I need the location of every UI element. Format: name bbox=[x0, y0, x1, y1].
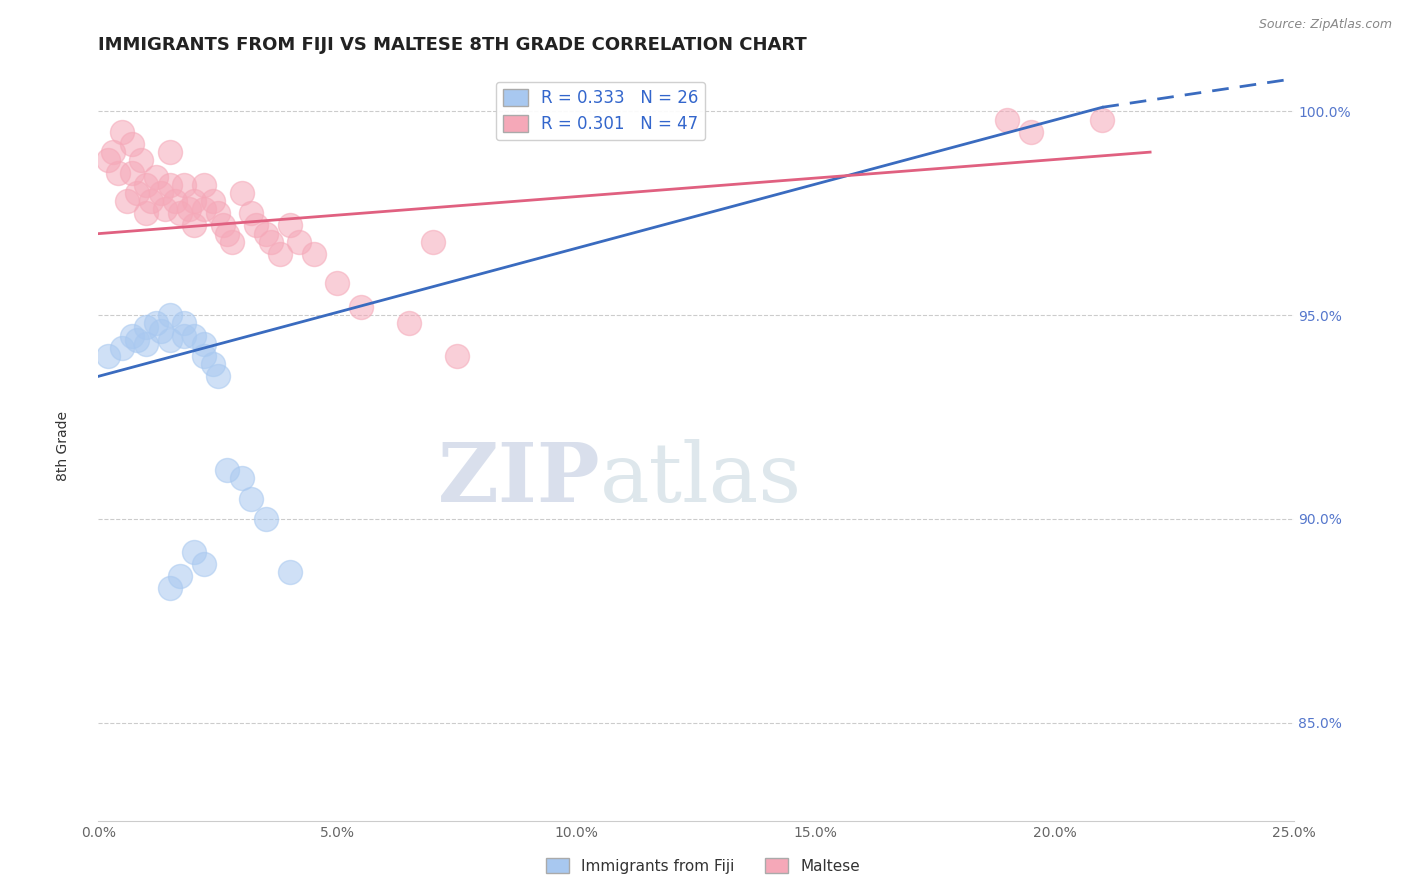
Point bbox=[149, 186, 172, 200]
Point bbox=[173, 178, 195, 192]
Text: IMMIGRANTS FROM FIJI VS MALTESE 8TH GRADE CORRELATION CHART: IMMIGRANTS FROM FIJI VS MALTESE 8TH GRAD… bbox=[98, 36, 807, 54]
Point bbox=[217, 227, 239, 241]
Point bbox=[240, 491, 263, 506]
Point bbox=[169, 206, 191, 220]
Point bbox=[193, 202, 215, 217]
Point bbox=[254, 227, 277, 241]
Point bbox=[101, 145, 124, 160]
Point bbox=[125, 333, 148, 347]
Text: Source: ZipAtlas.com: Source: ZipAtlas.com bbox=[1258, 18, 1392, 31]
Point bbox=[1019, 125, 1042, 139]
Point bbox=[159, 582, 181, 596]
Point bbox=[145, 169, 167, 184]
Text: atlas: atlas bbox=[600, 440, 803, 519]
Point bbox=[221, 235, 243, 249]
Point bbox=[149, 325, 172, 339]
Point bbox=[254, 512, 277, 526]
Point bbox=[97, 349, 120, 363]
Point bbox=[183, 194, 205, 208]
Point bbox=[288, 235, 311, 249]
Point bbox=[125, 186, 148, 200]
Point bbox=[121, 328, 143, 343]
Point bbox=[183, 544, 205, 558]
Point bbox=[163, 194, 186, 208]
Point bbox=[231, 471, 253, 485]
Point bbox=[107, 165, 129, 179]
Point bbox=[115, 194, 138, 208]
Point bbox=[179, 202, 201, 217]
Point bbox=[278, 565, 301, 579]
Point bbox=[350, 300, 373, 314]
Point bbox=[202, 194, 225, 208]
Point bbox=[183, 219, 205, 233]
Point bbox=[193, 557, 215, 571]
Point bbox=[193, 336, 215, 351]
Point bbox=[995, 112, 1018, 127]
Point bbox=[422, 235, 444, 249]
Point bbox=[231, 186, 253, 200]
Point bbox=[159, 308, 181, 322]
Point bbox=[211, 219, 233, 233]
Point bbox=[159, 145, 181, 160]
Point bbox=[207, 369, 229, 384]
Point bbox=[111, 341, 134, 355]
Point bbox=[111, 125, 134, 139]
Point bbox=[202, 357, 225, 371]
Point bbox=[121, 165, 143, 179]
Point bbox=[159, 333, 181, 347]
Point bbox=[135, 336, 157, 351]
Point bbox=[155, 202, 177, 217]
Point bbox=[145, 316, 167, 330]
Point bbox=[269, 247, 291, 261]
Point bbox=[173, 316, 195, 330]
Point bbox=[193, 349, 215, 363]
Legend: R = 0.333   N = 26, R = 0.301   N = 47: R = 0.333 N = 26, R = 0.301 N = 47 bbox=[496, 82, 704, 140]
Point bbox=[169, 569, 191, 583]
Point bbox=[302, 247, 325, 261]
Point bbox=[131, 153, 153, 168]
Text: 8th Grade: 8th Grade bbox=[56, 411, 70, 481]
Point bbox=[207, 206, 229, 220]
Point bbox=[135, 206, 157, 220]
Point bbox=[398, 316, 420, 330]
Point bbox=[245, 219, 267, 233]
Point bbox=[259, 235, 281, 249]
Point bbox=[1091, 112, 1114, 127]
Point bbox=[278, 219, 301, 233]
Point bbox=[217, 463, 239, 477]
Point bbox=[159, 178, 181, 192]
Point bbox=[446, 349, 468, 363]
Point bbox=[121, 136, 143, 151]
Point bbox=[193, 178, 215, 192]
Point bbox=[326, 276, 349, 290]
Point bbox=[173, 328, 195, 343]
Point bbox=[139, 194, 162, 208]
Point bbox=[135, 178, 157, 192]
Point bbox=[97, 153, 120, 168]
Text: ZIP: ZIP bbox=[437, 440, 600, 519]
Point bbox=[183, 328, 205, 343]
Point bbox=[135, 320, 157, 334]
Legend: Immigrants from Fiji, Maltese: Immigrants from Fiji, Maltese bbox=[540, 852, 866, 880]
Point bbox=[240, 206, 263, 220]
